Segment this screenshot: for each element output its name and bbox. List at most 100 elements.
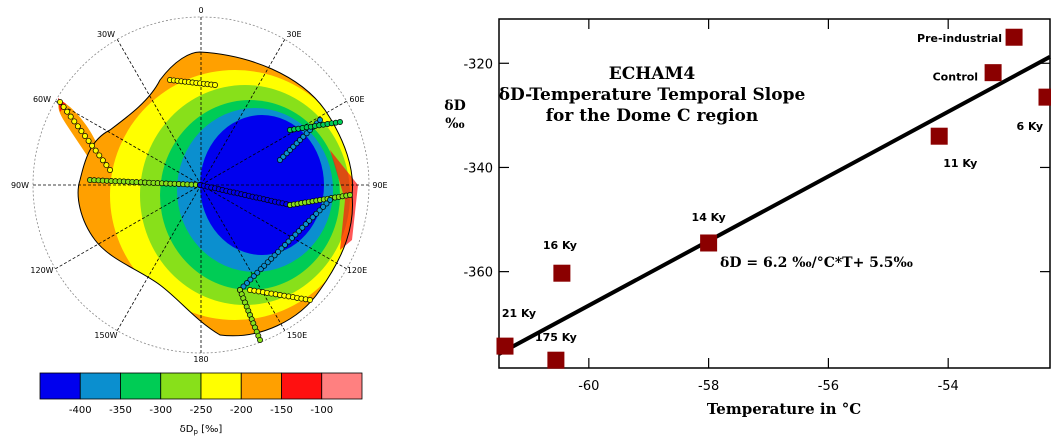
site-marker xyxy=(313,210,320,217)
colorbar-swatch xyxy=(79,372,121,400)
data-point-label: 11 Ky xyxy=(943,157,977,170)
site-marker xyxy=(60,103,67,110)
site-marker xyxy=(285,238,292,245)
chart-title-line-2: δD-Temperature Temporal Slope xyxy=(499,85,806,105)
colorbar-tick-label: -100 xyxy=(310,405,333,416)
observation-sites xyxy=(57,77,353,343)
lon-label-60e: 60E xyxy=(349,95,364,104)
lon-label-0: 0 xyxy=(198,6,203,15)
lon-label-90w: 90W xyxy=(11,181,29,190)
site-marker xyxy=(323,200,330,207)
site-marker xyxy=(275,248,282,255)
site-marker xyxy=(96,152,103,159)
site-marker xyxy=(317,117,323,123)
y-tick-label: -360 xyxy=(463,266,493,281)
site-marker xyxy=(67,113,74,120)
site-marker xyxy=(280,153,287,160)
site-marker xyxy=(316,207,323,214)
x-axis-label: Temperature in °C xyxy=(707,400,861,418)
x-axis-ticks: -60 -58 -56 -54 xyxy=(578,19,959,394)
chart-title-line-1: ECHAM4 xyxy=(609,64,696,84)
site-marker xyxy=(247,276,254,283)
colorbar-swatch xyxy=(160,372,202,400)
site-marker xyxy=(268,255,275,262)
site-marker xyxy=(257,266,264,273)
site-marker xyxy=(306,217,313,224)
site-marker xyxy=(89,142,96,149)
colorbar-tick-label: -200 xyxy=(230,405,253,416)
site-marker xyxy=(309,214,316,221)
site-marker xyxy=(85,137,92,144)
site-marker xyxy=(74,123,81,130)
colorbar-swatch xyxy=(321,372,363,400)
site-marker xyxy=(292,231,299,238)
site-marker xyxy=(271,252,278,259)
y-axis-ticks: -320 -340 -360 xyxy=(463,57,1050,281)
data-point-label: 175 Ky xyxy=(535,331,577,344)
antarctica-map: 0 30E 60E 90E 120E 150E 180 150W 120W 90… xyxy=(11,6,388,436)
x-tick-label: -60 xyxy=(578,379,599,394)
site-marker xyxy=(327,197,333,203)
site-marker xyxy=(250,273,257,280)
data-point-marker xyxy=(496,337,514,355)
data-point-marker xyxy=(547,351,565,369)
antarctica-map-panel: 0 30E 60E 90E 120E 150E 180 150W 120W 90… xyxy=(0,0,400,441)
lon-label-30w: 30W xyxy=(97,30,115,39)
site-marker xyxy=(107,167,113,173)
colorbar-label: δDp [‰] xyxy=(180,424,223,436)
lon-label-180: 180 xyxy=(193,355,208,364)
lon-label-150e: 150E xyxy=(287,331,307,340)
site-marker xyxy=(302,221,309,228)
colorbar xyxy=(39,372,363,400)
data-point-label: 16 Ky xyxy=(543,239,577,252)
lon-label-120w: 120W xyxy=(30,266,53,275)
data-point-marker xyxy=(700,234,718,252)
site-marker xyxy=(320,203,327,210)
lon-label-90e: 90E xyxy=(372,181,387,190)
site-marker xyxy=(295,228,302,235)
colorbar-tick-labels: -400 -350 -300 -250 -200 -150 -100 xyxy=(69,405,333,416)
colorbar-tick-label: -250 xyxy=(190,405,213,416)
site-marker xyxy=(82,133,88,139)
colorbar-tick-label: -300 xyxy=(149,405,172,416)
data-point-label: 6 Ky xyxy=(1017,120,1043,133)
data-point-label: 14 Ky xyxy=(692,211,726,224)
lon-label-30e: 30E xyxy=(286,30,301,39)
site-marker xyxy=(64,108,71,115)
site-marker xyxy=(243,280,250,287)
colorbar-swatch xyxy=(281,372,323,400)
lon-label-120e: 120E xyxy=(347,266,367,275)
scatter-chart: -60 -58 -56 -54 -320 -340 -360 Pre-industrial… xyxy=(444,18,1051,418)
y-tick-label: -340 xyxy=(463,161,493,176)
data-point-marker xyxy=(984,64,1002,82)
site-marker xyxy=(347,192,353,198)
site-marker xyxy=(337,119,343,125)
site-marker xyxy=(282,242,288,248)
colorbar-swatch xyxy=(240,372,282,400)
site-marker xyxy=(78,128,85,135)
site-marker xyxy=(212,82,218,88)
site-marker xyxy=(288,235,295,242)
colorbar-tick-label: -350 xyxy=(109,405,132,416)
colorbar-swatch xyxy=(39,372,81,400)
colorbar-tick-label: -400 xyxy=(69,405,92,416)
data-point-marker xyxy=(553,264,571,282)
data-point-marker xyxy=(1038,88,1051,106)
regression-line xyxy=(498,55,1051,356)
site-marker xyxy=(261,262,268,269)
colorbar-swatch xyxy=(120,372,162,400)
y-axis-label-line-1: δD xyxy=(444,98,465,114)
plot-frame xyxy=(498,18,1051,369)
site-marker xyxy=(290,143,297,150)
longitude-labels: 0 30E 60E 90E 120E 150E 180 150W 120W 90… xyxy=(11,6,388,364)
site-marker xyxy=(103,162,110,169)
site-marker xyxy=(299,224,306,231)
regression-equation: δD = 6.2 ‰/°C*T+ 5.5‰ xyxy=(720,255,914,271)
site-marker xyxy=(71,118,78,125)
site-marker xyxy=(257,337,263,343)
scatter-panel: -60 -58 -56 -54 -320 -340 -360 Pre-industrial… xyxy=(420,0,1051,441)
ice-sheet-field xyxy=(58,51,358,337)
site-marker xyxy=(264,259,271,266)
chart-title-line-3: for the Dome C region xyxy=(546,106,759,126)
site-marker xyxy=(57,99,63,105)
